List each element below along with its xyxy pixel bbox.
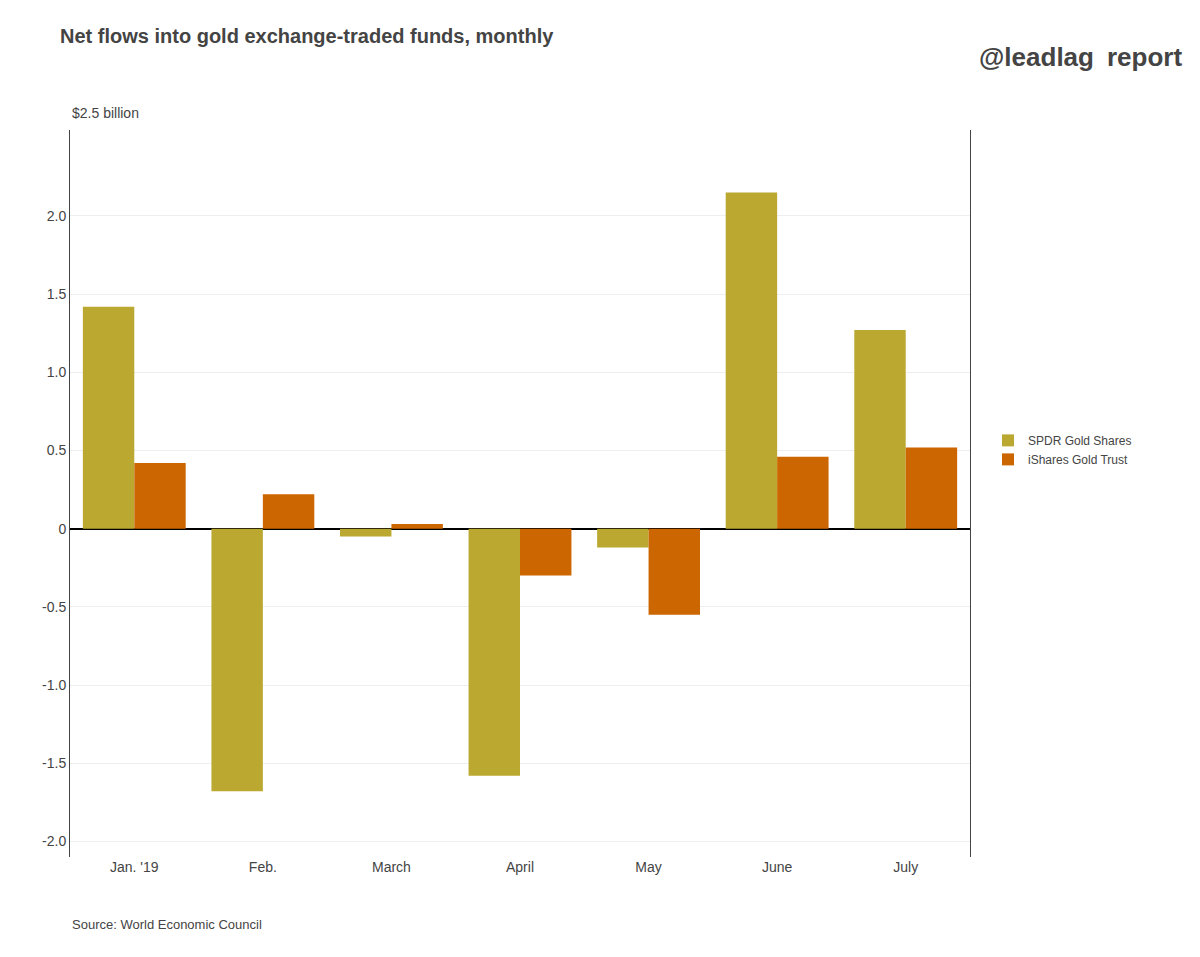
svg-text:March: March: [372, 859, 411, 875]
svg-text:iShares Gold Trust: iShares Gold Trust: [1028, 453, 1128, 467]
svg-text:1.5: 1.5: [47, 286, 67, 302]
svg-text:SPDR Gold Shares: SPDR Gold Shares: [1028, 434, 1131, 448]
svg-text:Feb.: Feb.: [249, 859, 277, 875]
svg-text:-2.0: -2.0: [42, 833, 66, 849]
svg-text:June: June: [762, 859, 793, 875]
svg-text:July: July: [893, 859, 918, 875]
svg-text:$2.5 billion: $2.5 billion: [72, 105, 139, 121]
svg-text:1.0: 1.0: [47, 364, 67, 380]
svg-text:-1.0: -1.0: [42, 677, 66, 693]
svg-text:Jan. '19: Jan. '19: [110, 859, 159, 875]
svg-text:-0.5: -0.5: [42, 599, 66, 615]
svg-text:0.5: 0.5: [47, 442, 67, 458]
svg-text:report: report: [1107, 42, 1182, 72]
svg-text:2.0: 2.0: [47, 208, 67, 224]
svg-text:April: April: [506, 859, 534, 875]
svg-text:-1.5: -1.5: [42, 755, 66, 771]
svg-text:@leadlag: @leadlag: [979, 42, 1094, 72]
svg-text:Source: World Economic Council: Source: World Economic Council: [72, 917, 262, 932]
svg-text:May: May: [635, 859, 661, 875]
svg-text:Net flows into gold exchange-t: Net flows into gold exchange-traded fund…: [60, 25, 554, 47]
svg-text:0: 0: [58, 521, 66, 537]
